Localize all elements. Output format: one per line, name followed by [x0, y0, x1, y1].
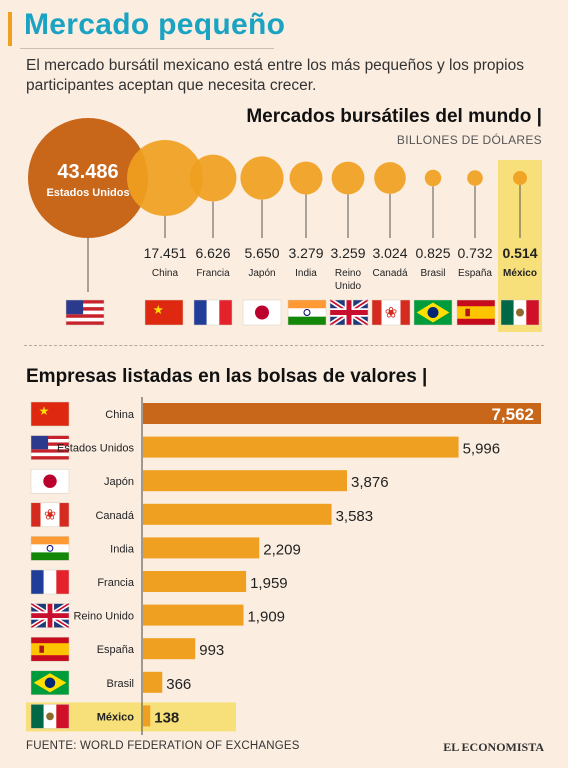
- bubble-category-label: China: [152, 268, 179, 279]
- bubble-value-label: 0.732: [457, 245, 492, 261]
- bar-cn: [143, 403, 541, 424]
- gb-flag-icon: [328, 297, 370, 328]
- section-divider: [24, 345, 544, 346]
- bubble-value-label: 43.486: [57, 161, 118, 183]
- svg-text:★: ★: [153, 303, 164, 317]
- bubble-category-label: España: [458, 268, 492, 279]
- br-flag-icon: [30, 670, 70, 696]
- bar-es: [143, 638, 196, 660]
- cn-flag-icon: ★: [144, 299, 184, 326]
- svg-text:❀: ❀: [385, 305, 398, 322]
- bar-value-label: 1,959: [250, 575, 288, 592]
- bar-category-label: Francia: [97, 577, 135, 589]
- bar-category-label: España: [97, 644, 135, 656]
- in-flag-icon: [287, 299, 327, 326]
- bar-category-label: India: [110, 543, 135, 555]
- source-note: FUENTE: WORLD FEDERATION OF EXCHANGES: [26, 740, 300, 752]
- bubble-category-label: Japón: [248, 268, 275, 279]
- svg-text:★: ★: [39, 404, 50, 418]
- bar-category-label: México: [97, 711, 135, 723]
- page-title: Mercado pequeño: [24, 8, 286, 41]
- bar-us: [143, 436, 459, 458]
- bubble-category-label: Brasil: [420, 268, 445, 279]
- bubble-category-label: Reino: [335, 268, 362, 279]
- bar-category-label: Reino Unido: [73, 611, 134, 623]
- bar-gb: [143, 604, 244, 626]
- bubble-ca: [374, 162, 406, 194]
- br-flag-icon: [413, 299, 453, 326]
- bar-value-label: 5,996: [463, 441, 501, 458]
- bar-category-label: China: [105, 409, 135, 421]
- mx-flag-icon: [500, 299, 540, 326]
- title-divider: [20, 48, 274, 49]
- bar-chart-title: Empresas listadas en las bolsas de valor…: [26, 366, 428, 387]
- ca-flag-icon: ❀: [371, 299, 411, 326]
- bar-category-label: Brasil: [106, 678, 134, 690]
- bar-value-label: 366: [166, 676, 191, 693]
- bar-value-label: 138: [154, 709, 179, 726]
- ca-flag-icon: ❀: [30, 502, 70, 528]
- bubble-fr: [189, 154, 237, 202]
- bubble-value-label: 6.626: [195, 245, 230, 261]
- bubble-category-label: Canadá: [372, 268, 407, 279]
- bubble-cn: [126, 139, 204, 217]
- bar-value-label: 993: [199, 642, 224, 659]
- bubble-chart-unit: BILLONES DE DÓLARES: [396, 133, 542, 147]
- bubble-value-label: 0.825: [415, 245, 450, 261]
- fr-flag-icon: [193, 299, 233, 326]
- bar-category-label: Canadá: [95, 510, 134, 522]
- bubble-chart-title: Mercados bursátiles del mundo |: [246, 106, 542, 127]
- es-flag-icon: [456, 299, 496, 326]
- bubble-category-label: Unido: [335, 281, 362, 292]
- bubble-value-label: 17.451: [144, 245, 187, 261]
- bubble-value-label: 0.514: [502, 245, 537, 261]
- bubble-value-label: 5.650: [244, 245, 279, 261]
- mx-flag-icon: [30, 704, 70, 729]
- es-flag-icon: [30, 636, 70, 662]
- bubble-us: [28, 118, 148, 238]
- bar-category-label: Estados Unidos: [57, 443, 135, 455]
- svg-text:❀: ❀: [44, 508, 56, 524]
- bubble-mx: [513, 171, 527, 185]
- bubble-jp: [240, 156, 284, 200]
- bubble-value-label: 3.024: [372, 245, 407, 261]
- fr-flag-icon: [30, 569, 70, 595]
- bubble-category-label: Estados Unidos: [46, 187, 129, 199]
- bubble-category-label: India: [295, 268, 317, 279]
- bar-in: [143, 537, 260, 559]
- page-subtitle: El mercado bursátil mexicano está entre …: [26, 57, 524, 94]
- bar-value-label: 3,876: [351, 474, 389, 491]
- bar-category-label: Japón: [104, 476, 134, 488]
- bubble-category-label: México: [503, 268, 537, 279]
- bubble-gb: [331, 161, 365, 195]
- bubble-es: [467, 170, 483, 186]
- bar-value-label: 3,583: [336, 508, 374, 525]
- title-accent-bar: [8, 12, 12, 46]
- bar-value-label: 7,562: [491, 405, 534, 424]
- us-flag-icon: [30, 435, 70, 460]
- bar-br: [143, 671, 163, 693]
- bubble-value-label: 3.259: [330, 245, 365, 261]
- bar-fr: [143, 571, 247, 592]
- brand-logo: EL ECONOMISTA: [443, 740, 544, 754]
- jp-flag-icon: [30, 468, 70, 494]
- in-flag-icon: [30, 536, 70, 561]
- bar-ca: [143, 503, 332, 525]
- cn-flag-icon: ★: [30, 401, 70, 427]
- bubble-br: [424, 169, 442, 187]
- bar-value-label: 1,909: [247, 609, 285, 626]
- us-flag-icon: [65, 299, 105, 326]
- gb-flag-icon: [29, 601, 71, 630]
- bubble-in: [289, 161, 323, 195]
- bar-jp: [143, 470, 347, 492]
- bubble-value-label: 3.279: [288, 245, 323, 261]
- bubble-category-label: Francia: [196, 268, 230, 279]
- jp-flag-icon: [242, 299, 282, 326]
- bar-mx: [143, 705, 151, 727]
- bar-value-label: 2,209: [263, 541, 301, 558]
